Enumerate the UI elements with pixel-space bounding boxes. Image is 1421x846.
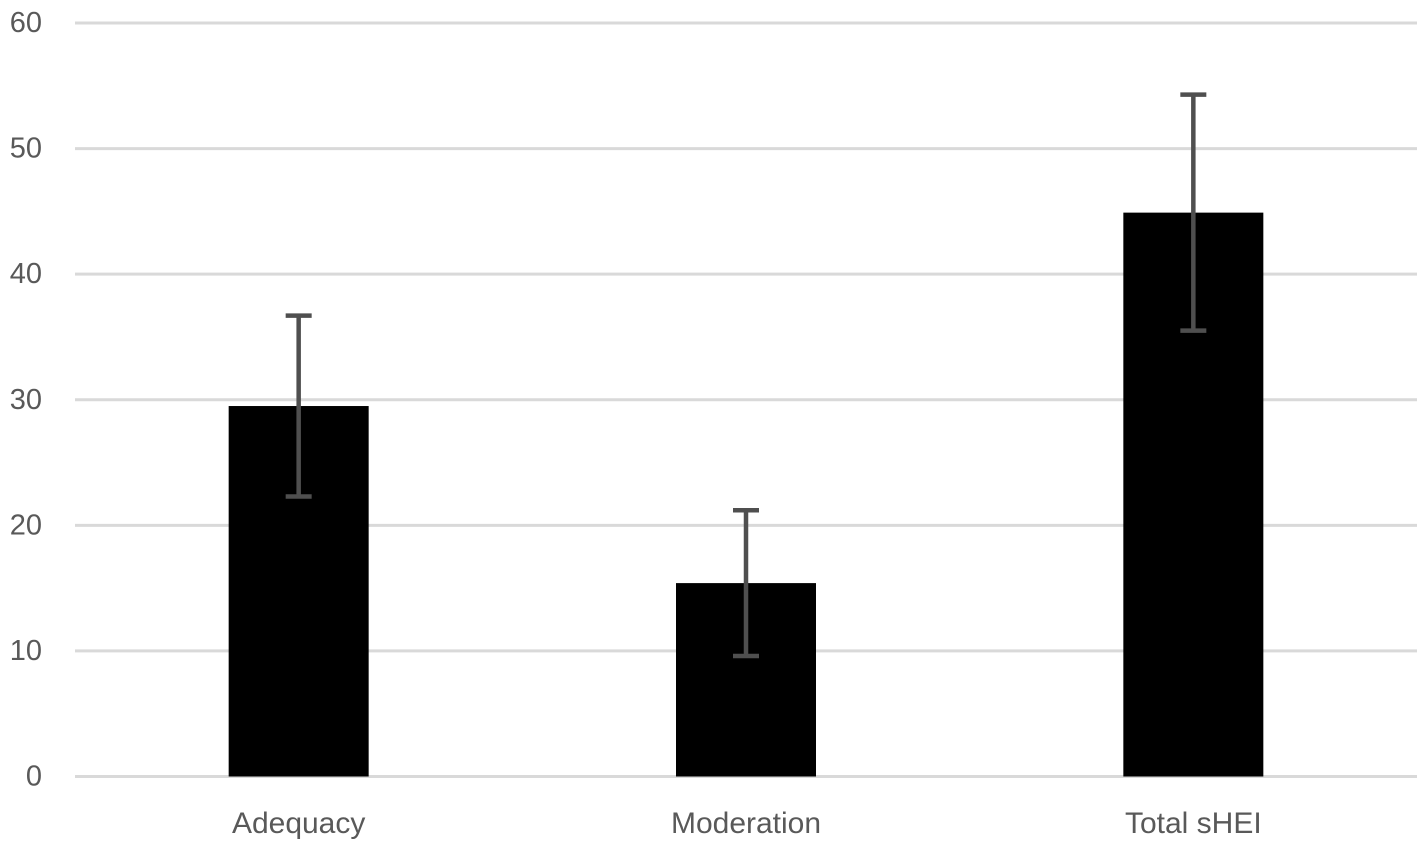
x-category-label-moderation: Moderation xyxy=(671,807,821,840)
y-tick-label-40: 40 xyxy=(10,258,42,290)
y-tick-label-0: 0 xyxy=(26,761,42,793)
y-tick-label-10: 10 xyxy=(10,635,42,667)
y-tick-label-50: 50 xyxy=(10,133,42,165)
x-category-label-total-shei: Total sHEI xyxy=(1125,807,1262,840)
y-tick-label-30: 30 xyxy=(10,384,42,416)
x-category-label-adequacy: Adequacy xyxy=(232,807,365,840)
y-tick-label-20: 20 xyxy=(10,509,42,541)
y-tick-label-60: 60 xyxy=(10,7,42,39)
